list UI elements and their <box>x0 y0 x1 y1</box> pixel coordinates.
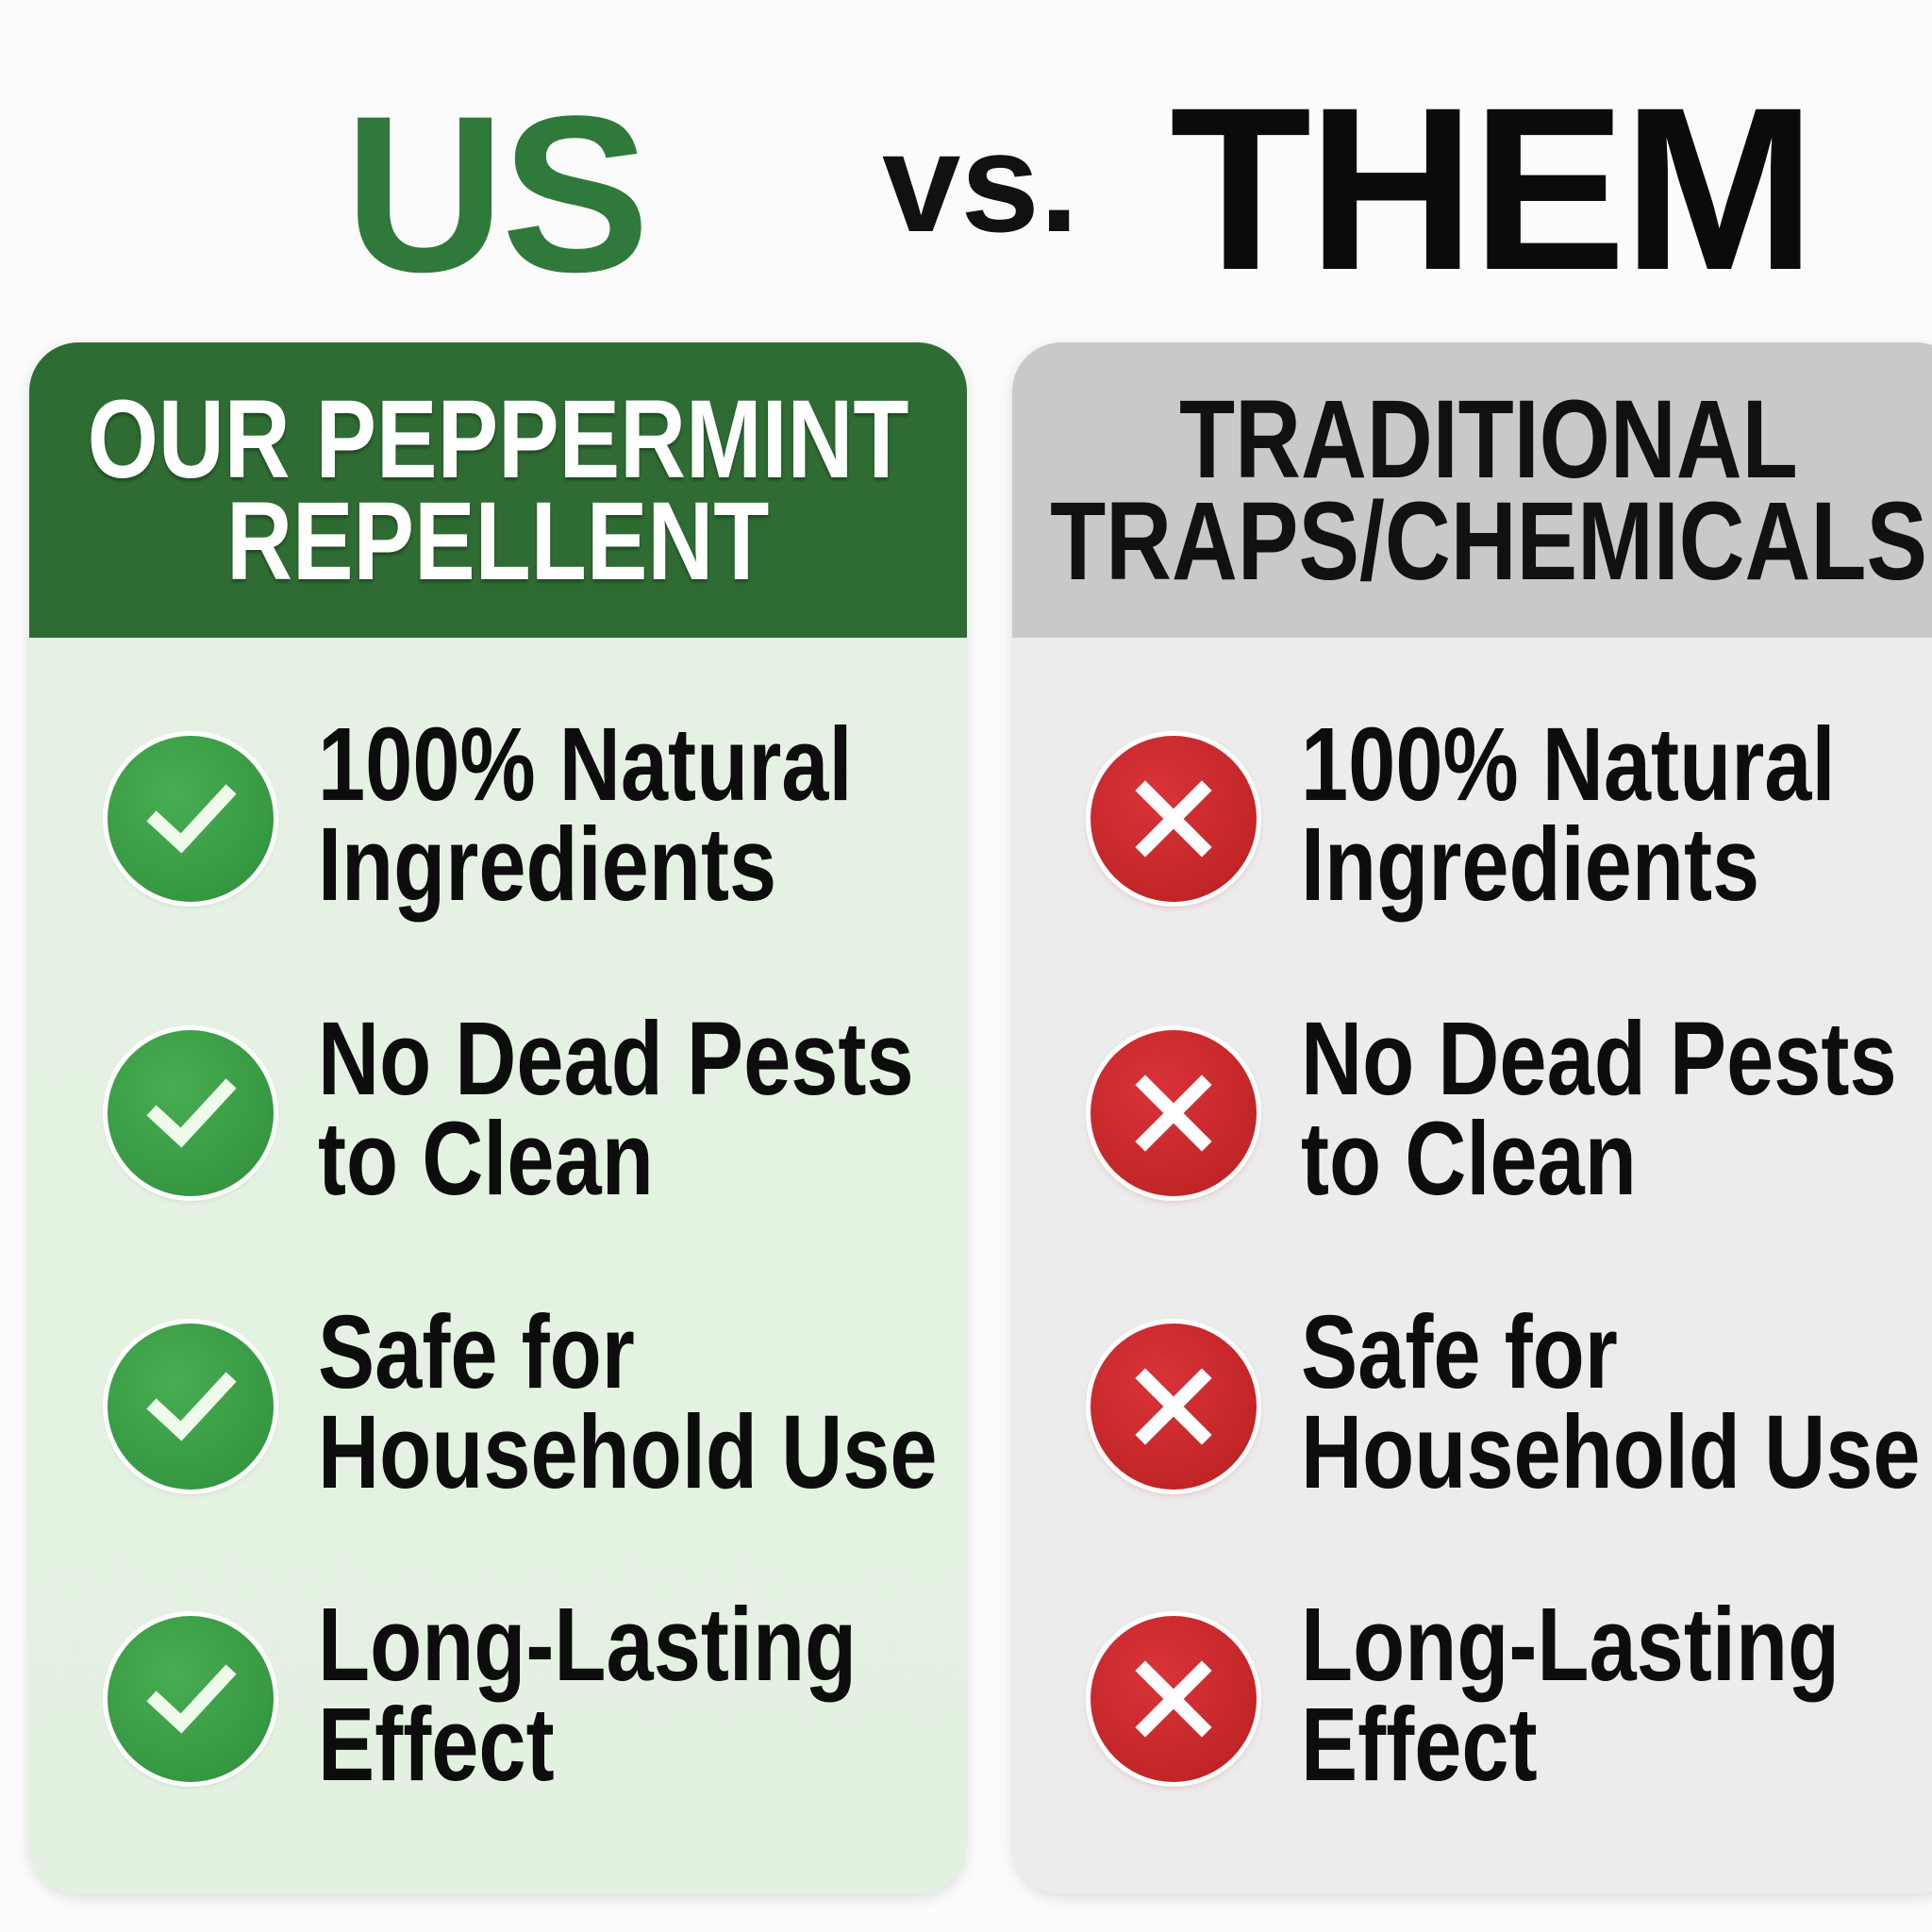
comparison-item: Long-Lasting Effect <box>29 1586 967 1812</box>
item-label: No Dead Pests to Clean <box>318 1001 914 1217</box>
us-card-title-line2: REPELLENT <box>226 478 770 604</box>
item-label-line1: 100% Natural <box>1301 707 1836 823</box>
item-label: 100% Natural Ingredients <box>318 707 853 923</box>
item-label-line1: No Dead Pests <box>318 1001 914 1117</box>
item-label-line1: No Dead Pests <box>1301 1001 1897 1117</box>
item-label: Long-Lasting Effect <box>1301 1587 1840 1803</box>
us-card-header: OUR PEPPERMINT REPELLENT <box>29 342 967 638</box>
item-label-line1: Safe for <box>318 1294 635 1410</box>
comparison-item: 100% Natural Ingredients <box>29 706 967 932</box>
comparison-item: Safe for Household Use <box>29 1293 967 1520</box>
us-heading: US <box>344 70 650 319</box>
check-icon <box>108 1030 274 1196</box>
vs-heading: vs. <box>882 103 1079 261</box>
comparison-item: Long-Lasting Effect <box>1012 1586 1932 1812</box>
check-icon <box>108 736 274 902</box>
item-label-line2: to Clean <box>1301 1101 1637 1217</box>
them-card: TRADITIONAL TRAPS/CHEMICALS 100% Natural… <box>1012 342 1932 1894</box>
us-card: OUR PEPPERMINT REPELLENT 100% Natural In… <box>29 342 967 1894</box>
item-label: 100% Natural Ingredients <box>1301 707 1836 923</box>
them-card-header: TRADITIONAL TRAPS/CHEMICALS <box>1012 342 1932 638</box>
item-label-line2: Effect <box>318 1687 555 1803</box>
check-icon <box>108 1616 274 1782</box>
comparison-item: 100% Natural Ingredients <box>1012 706 1932 932</box>
comparison-item: No Dead Pests to Clean <box>29 1000 967 1226</box>
item-label-line1: 100% Natural <box>318 707 853 823</box>
item-label-line1: Long-Lasting <box>318 1587 858 1703</box>
cross-icon <box>1091 1616 1257 1782</box>
comparison-item: No Dead Pests to Clean <box>1012 1000 1932 1226</box>
them-card-title-line2: TRAPS/CHEMICALS <box>1050 478 1928 604</box>
item-label-line2: to Clean <box>318 1101 654 1217</box>
item-label-line2: Effect <box>1301 1687 1538 1803</box>
cross-icon <box>1091 1030 1257 1196</box>
comparison-item: Safe for Household Use <box>1012 1293 1932 1520</box>
item-label-line1: Safe for <box>1301 1294 1618 1410</box>
us-card-title-line1: OUR PEPPERMINT <box>87 376 909 502</box>
item-label: Safe for Household Use <box>318 1294 938 1510</box>
item-label-line2: Household Use <box>318 1394 938 1510</box>
item-label-line2: Ingredients <box>1301 807 1760 923</box>
item-label-line2: Ingredients <box>318 807 777 923</box>
item-label: Long-Lasting Effect <box>318 1587 858 1803</box>
cross-icon <box>1091 736 1257 902</box>
check-icon <box>108 1324 274 1490</box>
item-label-line2: Household Use <box>1301 1394 1921 1510</box>
item-label: No Dead Pests to Clean <box>1301 1001 1897 1217</box>
them-card-title-line1: TRADITIONAL <box>1179 376 1798 502</box>
item-label: Safe for Household Use <box>1301 1294 1921 1510</box>
item-label-line1: Long-Lasting <box>1301 1587 1840 1703</box>
cross-icon <box>1091 1324 1257 1490</box>
them-heading: THEM <box>1170 59 1816 319</box>
